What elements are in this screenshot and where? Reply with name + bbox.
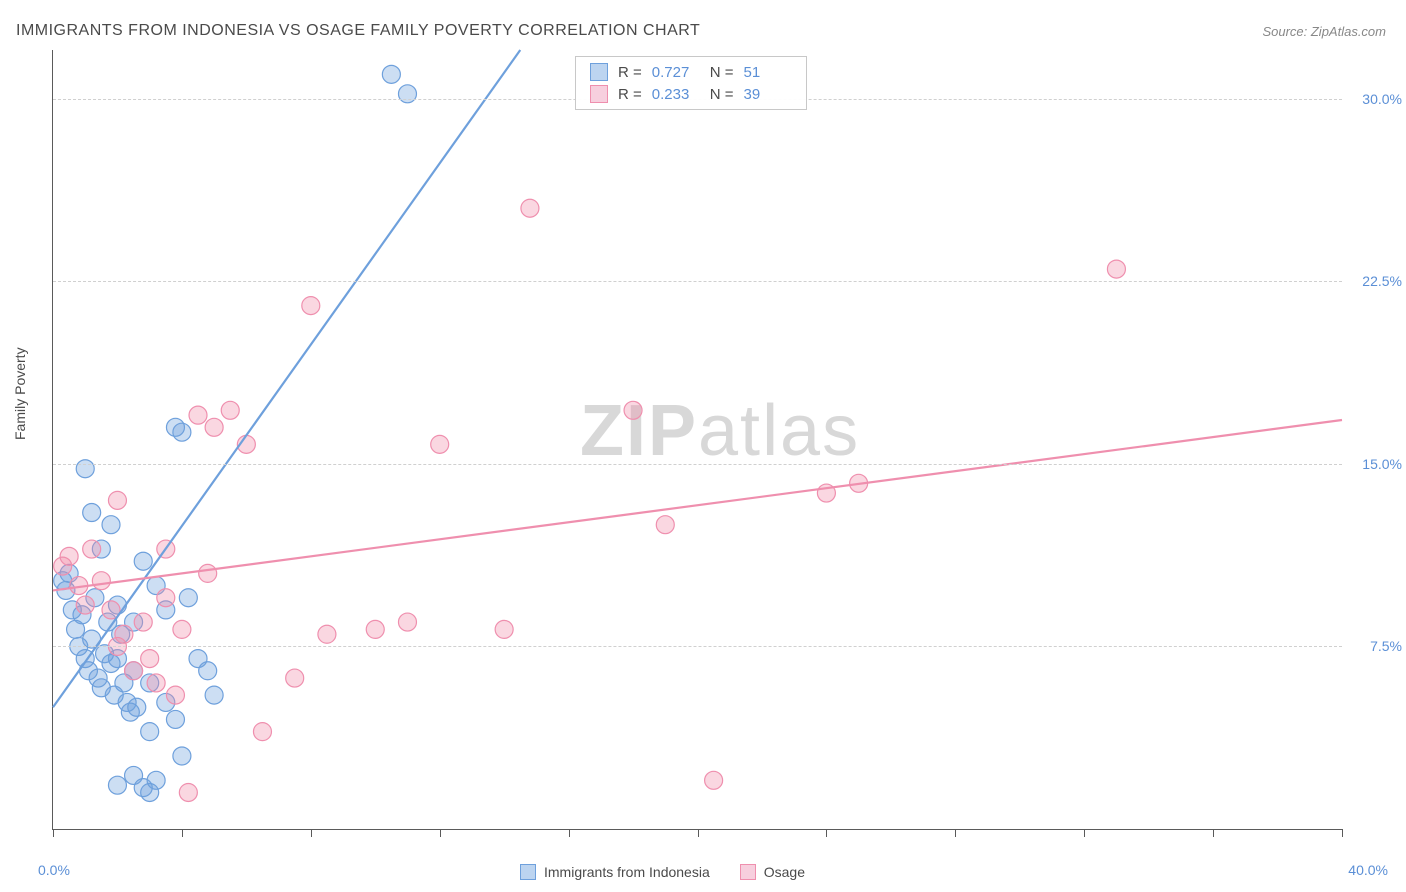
data-point xyxy=(302,297,320,315)
x-max-label: 40.0% xyxy=(1348,862,1388,878)
plot-area: 7.5%15.0%22.5%30.0% xyxy=(52,50,1342,830)
swatch-series-0-icon xyxy=(590,63,608,81)
data-point xyxy=(76,460,94,478)
y-tick-label: 7.5% xyxy=(1370,638,1402,654)
data-point xyxy=(157,589,175,607)
n-value-0: 51 xyxy=(744,64,792,81)
data-point xyxy=(147,771,165,789)
data-point xyxy=(179,783,197,801)
data-point xyxy=(382,65,400,83)
x-min-label: 0.0% xyxy=(38,862,70,878)
y-axis-label: Family Poverty xyxy=(12,347,28,440)
series-0-name: Immigrants from Indonesia xyxy=(544,864,710,880)
data-point xyxy=(134,552,152,570)
data-point xyxy=(92,572,110,590)
data-point xyxy=(656,516,674,534)
data-point xyxy=(125,662,143,680)
data-point xyxy=(141,650,159,668)
series-legend: Immigrants from Indonesia Osage xyxy=(520,864,805,880)
swatch-series-1-icon xyxy=(590,85,608,103)
data-point xyxy=(205,418,223,436)
data-point xyxy=(83,504,101,522)
r-value-1: 0.233 xyxy=(652,86,700,103)
data-point xyxy=(83,540,101,558)
data-point xyxy=(173,747,191,765)
series-1-name: Osage xyxy=(764,864,805,880)
data-point xyxy=(189,406,207,424)
x-tick xyxy=(182,829,183,837)
n-label: N = xyxy=(710,64,734,81)
data-point xyxy=(431,435,449,453)
data-point xyxy=(398,85,416,103)
gridline xyxy=(53,281,1342,282)
data-point xyxy=(398,613,416,631)
x-tick xyxy=(1342,829,1343,837)
data-point xyxy=(108,491,126,509)
data-point xyxy=(128,698,146,716)
r-label: R = xyxy=(618,64,642,81)
data-point xyxy=(76,596,94,614)
data-point xyxy=(102,516,120,534)
data-point xyxy=(173,423,191,441)
x-tick xyxy=(955,829,956,837)
data-point xyxy=(521,199,539,217)
x-tick xyxy=(1213,829,1214,837)
data-point xyxy=(366,620,384,638)
data-point xyxy=(1107,260,1125,278)
source-label: Source: xyxy=(1262,24,1310,39)
r-label: R = xyxy=(618,86,642,103)
data-point xyxy=(173,620,191,638)
data-point xyxy=(147,674,165,692)
y-tick-label: 15.0% xyxy=(1362,456,1402,472)
data-point xyxy=(286,669,304,687)
y-tick-label: 30.0% xyxy=(1362,91,1402,107)
x-tick xyxy=(569,829,570,837)
source-attribution: Source: ZipAtlas.com xyxy=(1262,24,1386,39)
source-value: ZipAtlas.com xyxy=(1311,24,1386,39)
x-tick xyxy=(698,829,699,837)
data-point xyxy=(134,613,152,631)
correlation-chart: IMMIGRANTS FROM INDONESIA VS OSAGE FAMIL… xyxy=(0,0,1406,892)
legend-row-series-0: R = 0.727 N = 51 xyxy=(590,61,792,83)
y-tick-label: 22.5% xyxy=(1362,273,1402,289)
correlation-legend: R = 0.727 N = 51 R = 0.233 N = 39 xyxy=(575,56,807,110)
legend-row-series-1: R = 0.233 N = 39 xyxy=(590,83,792,105)
x-tick xyxy=(311,829,312,837)
data-point xyxy=(495,620,513,638)
gridline xyxy=(53,464,1342,465)
data-point xyxy=(115,625,133,643)
data-point xyxy=(199,564,217,582)
data-point xyxy=(108,776,126,794)
data-point xyxy=(624,401,642,419)
data-point xyxy=(141,723,159,741)
data-point xyxy=(205,686,223,704)
data-point xyxy=(253,723,271,741)
x-tick xyxy=(440,829,441,837)
x-tick xyxy=(1084,829,1085,837)
data-point xyxy=(705,771,723,789)
chart-title: IMMIGRANTS FROM INDONESIA VS OSAGE FAMIL… xyxy=(16,22,700,40)
legend-item-series-1: Osage xyxy=(740,864,805,880)
x-tick xyxy=(53,829,54,837)
n-value-1: 39 xyxy=(744,86,792,103)
r-value-0: 0.727 xyxy=(652,64,700,81)
trend-line xyxy=(53,50,520,707)
swatch-series-0-icon xyxy=(520,864,536,880)
data-point xyxy=(221,401,239,419)
x-tick xyxy=(826,829,827,837)
plot-svg xyxy=(53,50,1342,829)
gridline xyxy=(53,646,1342,647)
data-point xyxy=(125,766,143,784)
n-label: N = xyxy=(710,86,734,103)
swatch-series-1-icon xyxy=(740,864,756,880)
data-point xyxy=(166,710,184,728)
data-point xyxy=(60,547,78,565)
data-point xyxy=(166,686,184,704)
data-point xyxy=(318,625,336,643)
legend-item-series-0: Immigrants from Indonesia xyxy=(520,864,710,880)
data-point xyxy=(179,589,197,607)
data-point xyxy=(199,662,217,680)
